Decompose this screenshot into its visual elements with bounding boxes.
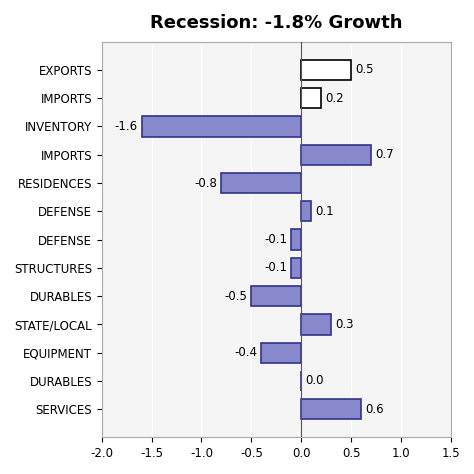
Bar: [221, 173, 301, 193]
Text: 0.0: 0.0: [305, 374, 324, 387]
Title: Recession: -1.8% Growth: Recession: -1.8% Growth: [150, 14, 402, 32]
Text: -0.1: -0.1: [264, 233, 287, 246]
Bar: [301, 314, 331, 335]
Bar: [301, 201, 311, 221]
Bar: [291, 258, 301, 278]
Text: -0.4: -0.4: [234, 346, 257, 359]
Bar: [291, 229, 301, 250]
Text: 0.7: 0.7: [375, 148, 393, 161]
Bar: [301, 60, 351, 80]
Text: 0.5: 0.5: [355, 64, 374, 76]
Text: 0.6: 0.6: [365, 403, 383, 416]
Text: -1.6: -1.6: [115, 120, 137, 133]
Bar: [301, 399, 361, 419]
Text: -0.8: -0.8: [194, 176, 218, 190]
Text: -0.5: -0.5: [225, 290, 247, 302]
Bar: [142, 116, 301, 137]
Bar: [301, 88, 321, 109]
Text: 0.3: 0.3: [335, 318, 354, 331]
Text: -0.1: -0.1: [264, 261, 287, 274]
Bar: [251, 286, 301, 306]
Bar: [301, 145, 371, 165]
Text: 0.1: 0.1: [315, 205, 334, 218]
Text: 0.2: 0.2: [325, 91, 344, 105]
Bar: [261, 343, 301, 363]
